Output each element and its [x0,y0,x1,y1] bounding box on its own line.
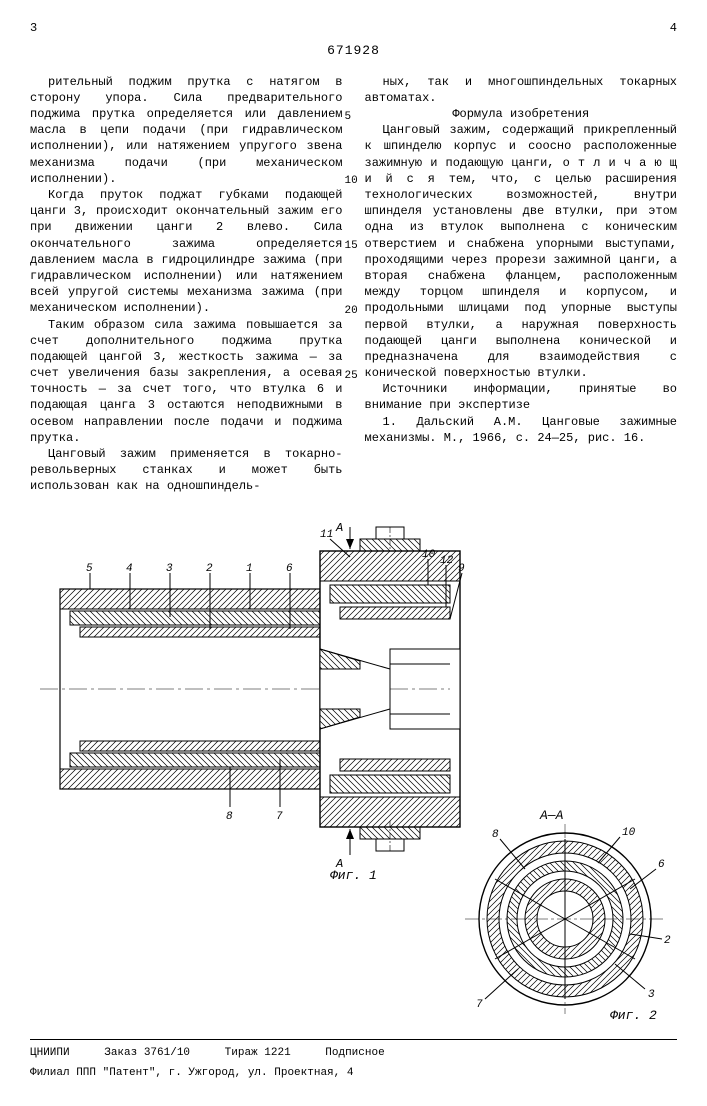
svg-text:7: 7 [476,999,483,1011]
svg-text:6: 6 [658,859,665,871]
source: 1. Дальский А.М. Цанговые зажимные механ… [365,414,678,446]
formula-title: Формула изобретения [365,106,678,122]
patent-number: 671928 [30,42,677,60]
svg-text:8: 8 [226,811,233,823]
fig2-label: Фиг. 2 [610,1008,657,1023]
svg-text:A: A [335,521,343,535]
page-number-right: 4 [670,20,677,36]
fig2-section-title: A—A [539,808,564,823]
para: рительный поджим прутка с натягом в стор… [30,74,343,187]
svg-text:3: 3 [648,989,655,1001]
section-arrow-top: A [335,521,354,549]
diagram-area: A A 5 4 3 2 1 6 11 10 12 [30,509,677,1029]
sources-title: Источники информации, принятые во вниман… [365,381,678,413]
line-number: 10 [345,174,358,189]
text-columns: рительный поджим прутка с натягом в стор… [30,74,677,495]
svg-text:6: 6 [286,563,293,575]
para: Цанговый зажим применяется в токарно-рев… [30,446,343,495]
footer-address: Филиал ППП "Патент", г. Ужгород, ул. Про… [30,1066,677,1081]
line-number: 20 [345,304,358,319]
svg-text:5: 5 [86,563,93,575]
svg-text:10: 10 [422,549,436,561]
fig2: A—A [465,808,671,1023]
line-number: 5 [345,110,352,125]
section-arrow-bottom: A [335,829,354,871]
footer-order: Заказ 3761/10 [104,1047,190,1059]
svg-text:1: 1 [246,563,253,575]
line-number: 25 [345,369,358,384]
svg-text:7: 7 [276,811,283,823]
line-number: 15 [345,239,358,254]
claim: Цанговый зажим, содержащий прикрепленный… [365,122,678,381]
figures-svg: A A 5 4 3 2 1 6 11 10 12 [30,509,677,1029]
fig1: A A 5 4 3 2 1 6 11 10 12 [40,521,465,883]
svg-text:4: 4 [126,563,133,575]
svg-text:2: 2 [206,563,213,575]
fig1-label: Фиг. 1 [330,868,377,883]
svg-text:3: 3 [166,563,173,575]
left-column: рительный поджим прутка с натягом в стор… [30,74,343,495]
footer-sign: Подписное [325,1047,384,1059]
para: Когда пруток поджат губками подающей цан… [30,187,343,317]
footer-org: ЦНИИПИ [30,1047,70,1059]
footer-tirazh: Тираж 1221 [225,1047,291,1059]
para: ных, так и многошпиндельных токарных авт… [365,74,678,106]
page-number-left: 3 [30,20,37,36]
para: Таким образом сила зажима повышается за … [30,317,343,447]
svg-text:9: 9 [458,563,465,575]
svg-text:2: 2 [664,935,671,947]
right-column: 5 10 15 20 25 ных, так и многошпиндельны… [359,74,678,495]
footer: ЦНИИПИ Заказ 3761/10 Тираж 1221 Подписно… [30,1039,677,1082]
svg-text:8: 8 [492,829,499,841]
svg-text:10: 10 [622,827,636,839]
svg-text:11: 11 [320,529,333,541]
svg-text:12: 12 [440,555,454,567]
